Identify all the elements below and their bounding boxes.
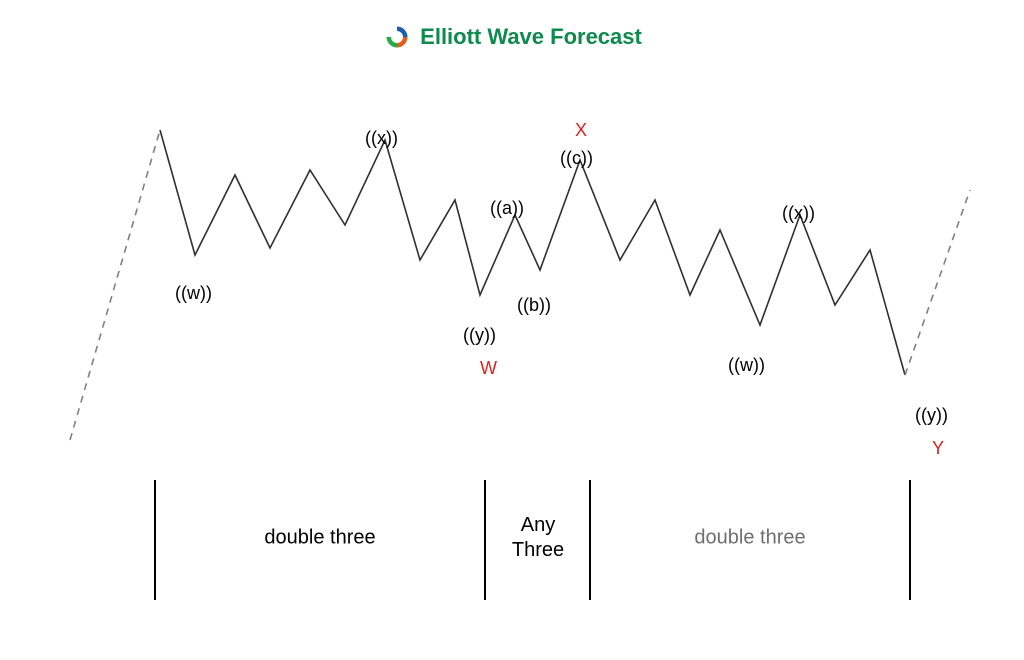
wave-label: ((c)) — [560, 148, 593, 169]
wave-label: ((b)) — [517, 295, 551, 316]
wave-label: ((a)) — [490, 198, 524, 219]
section-label: double three — [264, 526, 375, 551]
wave-label: X — [575, 120, 587, 141]
wave-label: ((y)) — [463, 325, 496, 346]
wave-label: Y — [932, 438, 944, 459]
section-label: double three — [694, 526, 805, 551]
wave-label: W — [480, 358, 497, 379]
wave-label: ((w)) — [728, 355, 765, 376]
section-label: Any Three — [512, 513, 564, 563]
wave-label: ((w)) — [175, 283, 212, 304]
diagram-stage: Elliott Wave Forecast ((w))((x))((y))W((… — [0, 0, 1024, 660]
wave-label: ((y)) — [915, 405, 948, 426]
wave-label: ((x)) — [782, 203, 815, 224]
wave-label: ((x)) — [365, 128, 398, 149]
